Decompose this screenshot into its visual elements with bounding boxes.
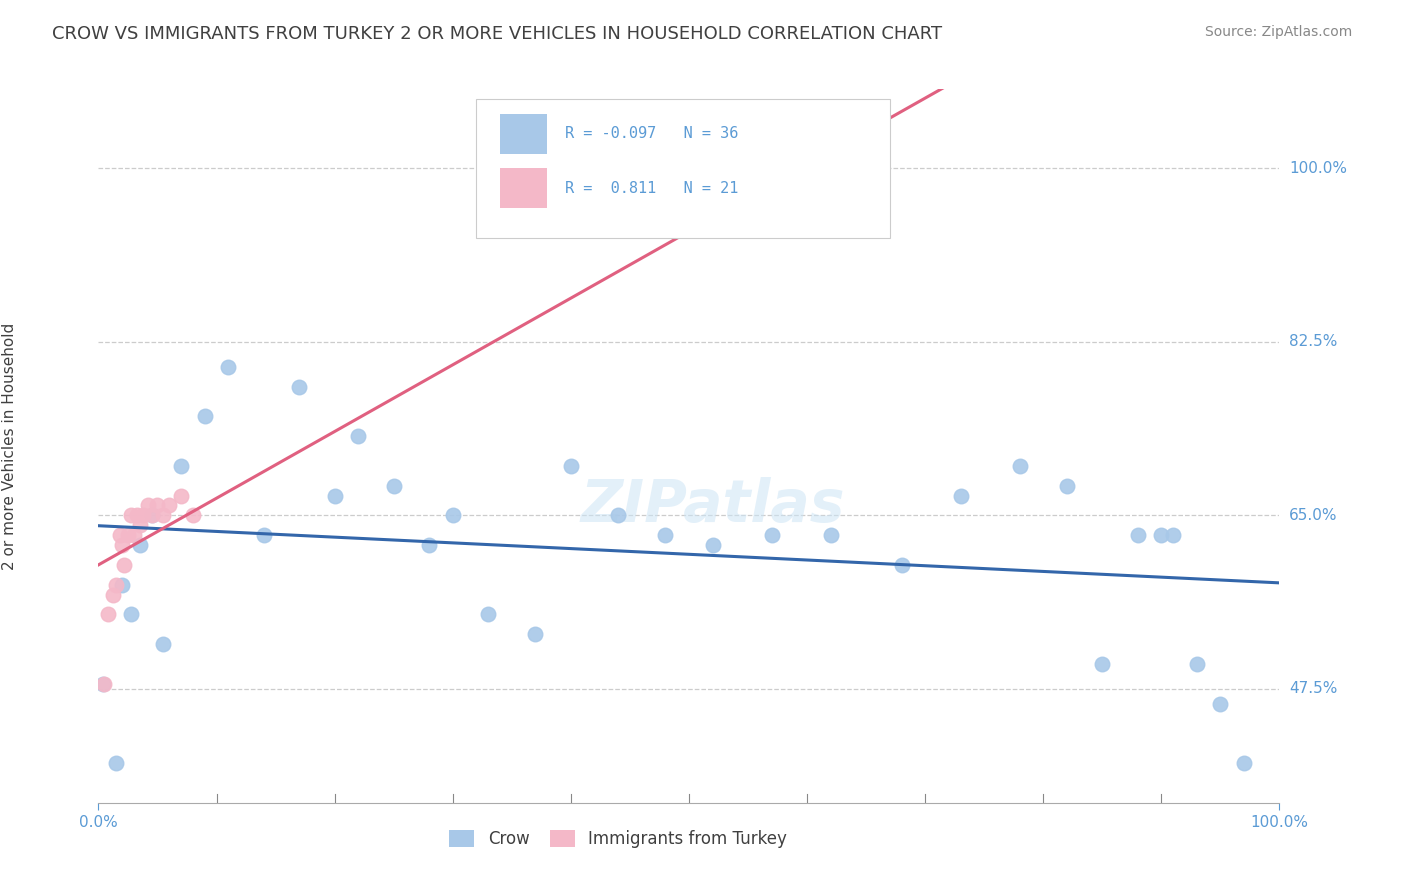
Point xyxy=(112,558,135,572)
Point xyxy=(1091,657,1114,671)
Point xyxy=(141,508,163,523)
Point xyxy=(181,508,204,523)
Point xyxy=(441,508,464,523)
Point xyxy=(1185,657,1208,671)
Bar xyxy=(501,114,547,153)
Point xyxy=(1161,528,1184,542)
Point xyxy=(761,528,783,542)
Point xyxy=(105,756,128,771)
Point xyxy=(93,677,115,691)
Point xyxy=(128,538,150,552)
Point xyxy=(121,607,143,622)
Point xyxy=(132,508,155,523)
Text: Source: ZipAtlas.com: Source: ZipAtlas.com xyxy=(1205,25,1353,39)
Point xyxy=(1008,458,1031,473)
Point xyxy=(91,677,114,691)
Point xyxy=(418,538,440,552)
Text: 2 or more Vehicles in Household: 2 or more Vehicles in Household xyxy=(3,322,17,570)
Point xyxy=(146,499,169,513)
Point xyxy=(607,508,630,523)
Point xyxy=(1056,478,1078,492)
Point xyxy=(136,499,159,513)
Text: CROW VS IMMIGRANTS FROM TURKEY 2 OR MORE VEHICLES IN HOUSEHOLD CORRELATION CHART: CROW VS IMMIGRANTS FROM TURKEY 2 OR MORE… xyxy=(52,25,942,43)
Point xyxy=(152,637,174,651)
Point xyxy=(111,578,134,592)
Point xyxy=(524,627,547,641)
Text: 82.5%: 82.5% xyxy=(1289,334,1337,350)
Point xyxy=(141,508,163,523)
Bar xyxy=(477,99,890,238)
Point xyxy=(1233,756,1256,771)
Text: R =  0.811   N = 21: R = 0.811 N = 21 xyxy=(565,181,738,196)
Point xyxy=(157,499,180,513)
Point xyxy=(477,607,499,622)
Point xyxy=(890,558,912,572)
Point xyxy=(121,508,143,523)
Point xyxy=(108,528,131,542)
Point xyxy=(122,528,145,542)
Point xyxy=(288,379,311,393)
Point xyxy=(1150,528,1173,542)
Point xyxy=(97,607,120,622)
Point xyxy=(152,508,174,523)
Point xyxy=(831,152,853,166)
Text: ZIPatlas: ZIPatlas xyxy=(581,477,845,534)
Text: 47.5%: 47.5% xyxy=(1289,681,1337,697)
Point xyxy=(347,429,370,443)
Point xyxy=(1126,528,1149,542)
Point xyxy=(105,578,128,592)
Point xyxy=(194,409,217,424)
Point xyxy=(323,489,346,503)
Point xyxy=(127,508,149,523)
Text: R = -0.097   N = 36: R = -0.097 N = 36 xyxy=(565,127,738,141)
Point xyxy=(101,588,124,602)
Point xyxy=(382,478,405,492)
Point xyxy=(820,528,842,542)
Point xyxy=(111,538,134,552)
Point xyxy=(702,538,724,552)
Text: 100.0%: 100.0% xyxy=(1289,161,1347,176)
Point xyxy=(117,528,139,542)
Point xyxy=(128,518,150,533)
Legend: Crow, Immigrants from Turkey: Crow, Immigrants from Turkey xyxy=(443,823,793,855)
Point xyxy=(217,359,239,374)
Point xyxy=(949,489,972,503)
Point xyxy=(253,528,276,542)
Point xyxy=(560,458,582,473)
Text: 65.0%: 65.0% xyxy=(1289,508,1337,523)
Bar xyxy=(501,169,547,208)
Point xyxy=(654,528,676,542)
Point xyxy=(170,458,193,473)
Point xyxy=(170,489,193,503)
Point xyxy=(1209,697,1232,711)
